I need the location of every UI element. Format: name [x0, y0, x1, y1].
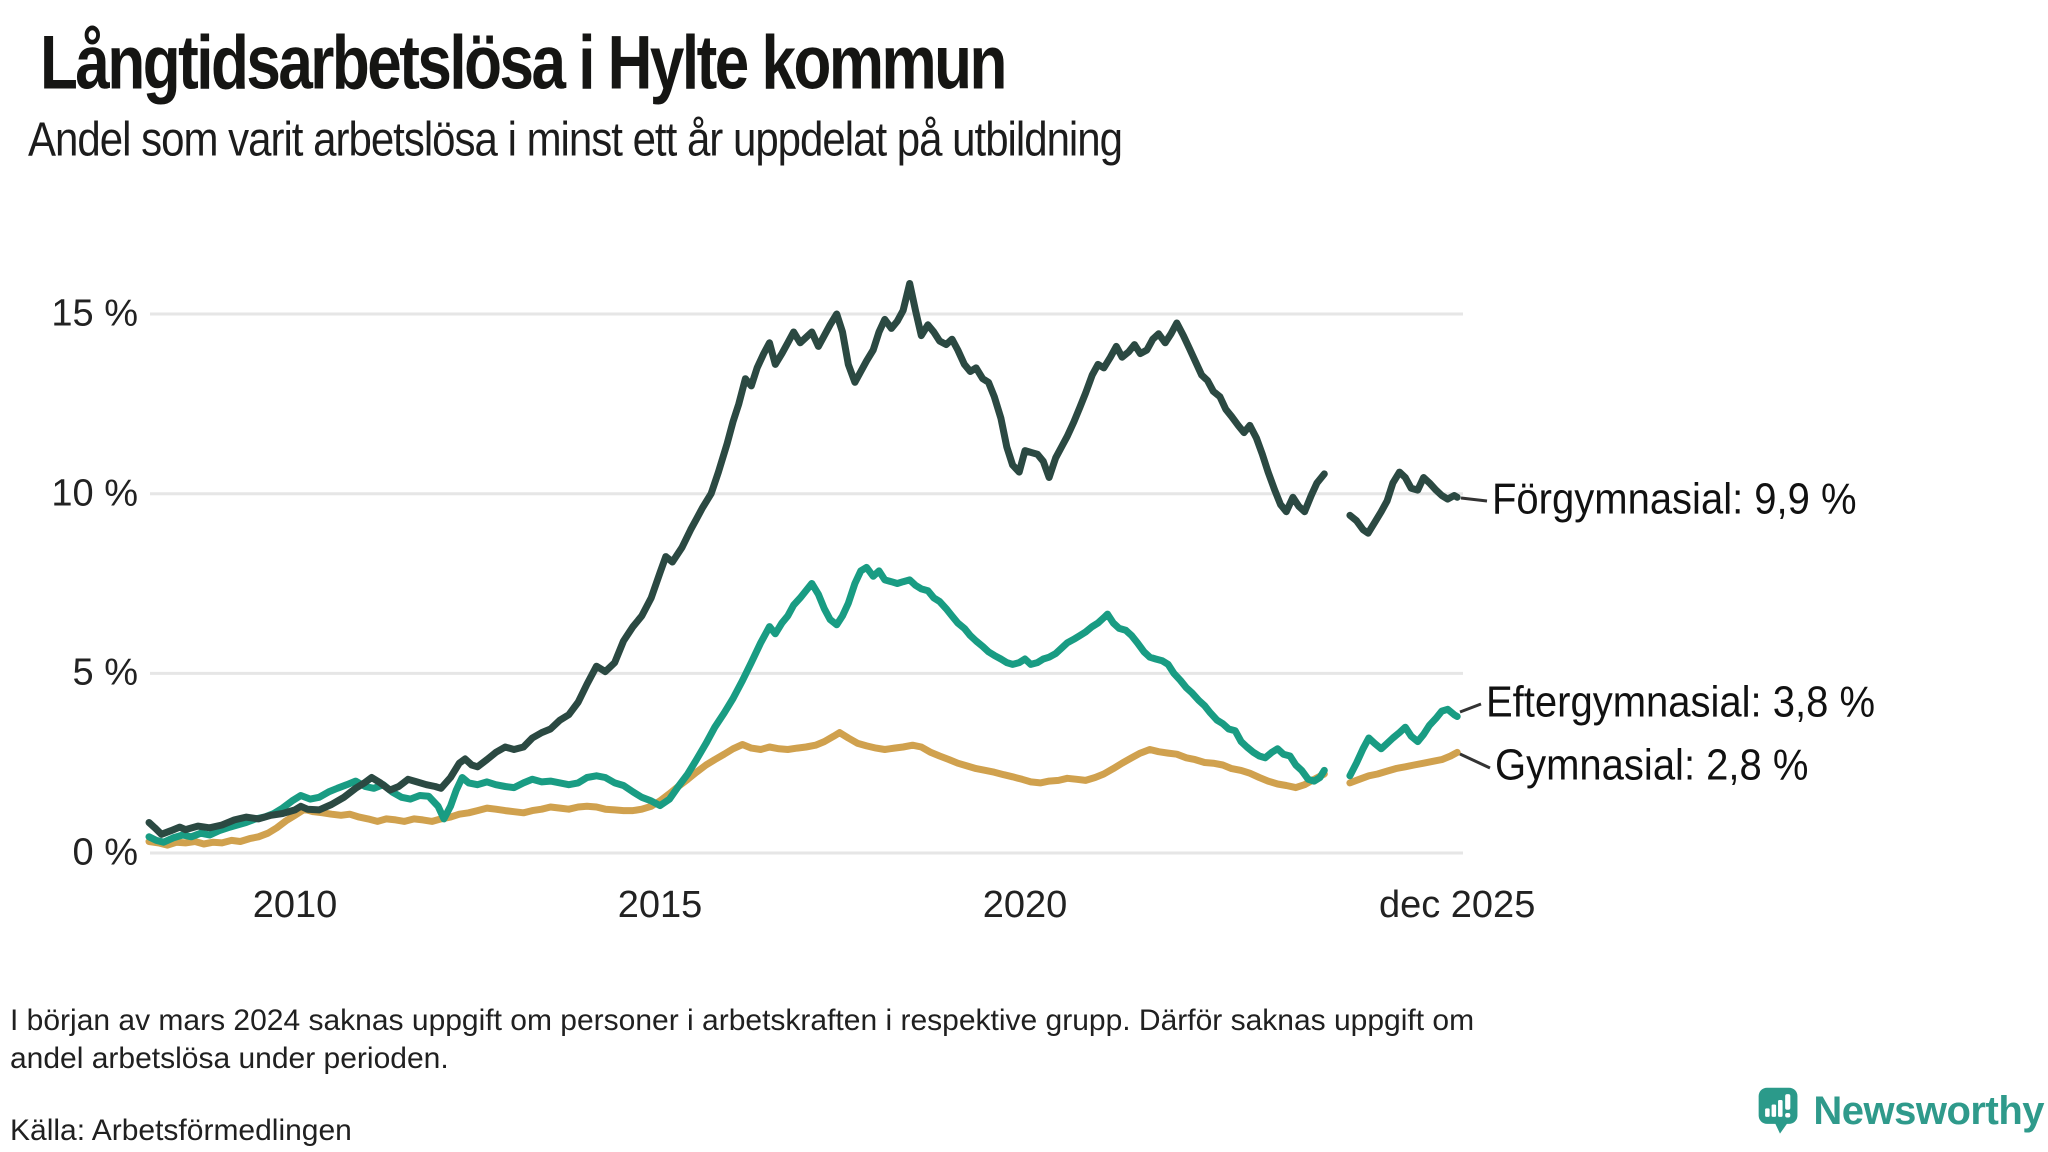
x-tick-label: 2010: [252, 884, 338, 926]
newsworthy-bubble-icon: [1758, 1087, 1798, 1134]
x-tick-label: dec 2025: [1378, 884, 1536, 926]
label-leader-line: [1459, 752, 1491, 770]
y-tick-label: 0 %: [72, 831, 138, 874]
page-title: Långtidsarbetslösa i Hylte kommun: [40, 21, 1007, 106]
page-subtitle: Andel som varit arbetslösa i minst ett å…: [28, 112, 1123, 167]
source-credit: Källa: Arbetsförmedlingen: [10, 1114, 352, 1147]
series-label-eftergymnasial: Eftergymnasial: 3,8 %: [1486, 678, 1876, 727]
line-förgymnasial: [1346, 468, 1461, 537]
y-tick-label: 15 %: [51, 292, 138, 335]
newsworthy-wordmark: Newsworthy: [1813, 1088, 2044, 1133]
y-tick-label: 5 %: [72, 651, 138, 694]
y-tick-label: 10 %: [51, 472, 138, 515]
label-leader-line: [1460, 496, 1488, 503]
line-förgymnasial: [145, 280, 1328, 838]
newsworthy-logo[interactable]: Newsworthy: [1758, 1074, 2044, 1148]
footnote: I början av mars 2024 saknas uppgift om …: [10, 1004, 1475, 1075]
x-tick-label: 2015: [617, 884, 703, 926]
series-label-förgymnasial: Förgymnasial: 9,9 %: [1492, 475, 1857, 524]
label-leader-line: [1459, 702, 1482, 714]
series-label-gymnasial: Gymnasial: 2,8 %: [1495, 741, 1809, 790]
line-eftergymnasial: [1346, 705, 1461, 780]
line-gymnasial: [1346, 748, 1461, 787]
x-tick-label: 2020: [982, 884, 1068, 926]
line-eftergymnasial: [145, 563, 1328, 846]
line-gymnasial: [145, 729, 1328, 849]
